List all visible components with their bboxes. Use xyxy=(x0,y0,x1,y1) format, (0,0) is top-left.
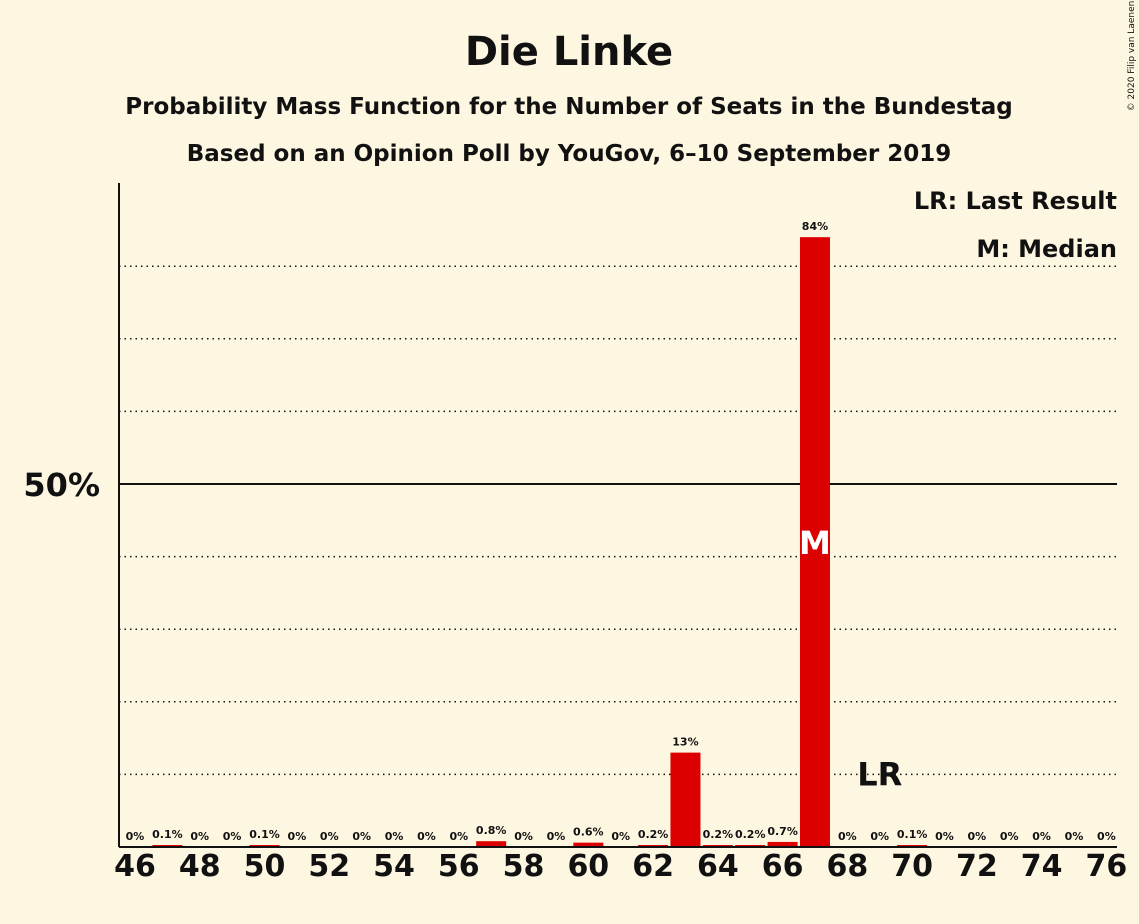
data-label-seat-50: 0.1% xyxy=(249,828,280,841)
data-label-seat-76: 0% xyxy=(1097,830,1116,843)
data-label-seat-61: 0% xyxy=(611,830,630,843)
data-label-seat-60: 0.6% xyxy=(573,826,604,839)
x-tick-56: 56 xyxy=(438,849,480,884)
x-tick-46: 46 xyxy=(114,849,156,884)
x-tick-50: 50 xyxy=(244,849,286,884)
x-tick-70: 70 xyxy=(891,849,933,884)
data-label-seat-52: 0% xyxy=(320,830,339,843)
bar-seat-66 xyxy=(767,841,798,847)
data-label-seat-53: 0% xyxy=(352,830,371,843)
data-label-seat-48: 0% xyxy=(190,830,209,843)
y-tick-50: 50% xyxy=(23,466,100,504)
data-label-seat-51: 0% xyxy=(288,830,307,843)
data-label-seat-67: 84% xyxy=(802,220,828,233)
data-label-seat-74: 0% xyxy=(1032,830,1051,843)
x-tick-62: 62 xyxy=(632,849,674,884)
chart-subtitle-1: Probability Mass Function for the Number… xyxy=(125,94,1012,120)
bar-seat-67 xyxy=(799,237,830,847)
data-label-seat-56: 0% xyxy=(449,830,468,843)
x-tick-66: 66 xyxy=(762,849,804,884)
data-label-seat-62: 0.2% xyxy=(638,828,669,841)
x-tick-52: 52 xyxy=(308,849,350,884)
data-label-seat-54: 0% xyxy=(385,830,404,843)
legend-last-result: LR: Last Result xyxy=(914,187,1117,215)
data-label-seat-66: 0.7% xyxy=(767,825,798,838)
chart-title: Die Linke xyxy=(465,29,673,75)
axes xyxy=(118,183,1117,848)
bar-seat-63 xyxy=(670,752,701,847)
data-label-seat-58: 0% xyxy=(514,830,533,843)
copyright-text: © 2020 Filip van Laenen xyxy=(1127,1,1137,112)
chart-subtitle-2: Based on an Opinion Poll by YouGov, 6–10… xyxy=(187,141,952,167)
x-tick-48: 48 xyxy=(179,849,221,884)
x-tick-60: 60 xyxy=(567,849,609,884)
data-label-seat-55: 0% xyxy=(417,830,436,843)
x-tick-72: 72 xyxy=(956,849,998,884)
x-tick-58: 58 xyxy=(503,849,545,884)
x-tick-74: 74 xyxy=(1021,849,1063,884)
x-tick-68: 68 xyxy=(826,849,868,884)
data-labels: 0% 0.1% 0% 0% 0.1% 0% 0% 0% 0% 0% 0% 0.8% 0% 0% 0.6% 0%… xyxy=(126,220,1116,843)
y-tick-labels: 50% xyxy=(23,466,100,504)
x-tick-76: 76 xyxy=(1086,849,1128,884)
bar-seat-60 xyxy=(573,842,604,847)
x-tick-54: 54 xyxy=(373,849,415,884)
data-label-seat-70: 0.1% xyxy=(897,828,928,841)
data-label-seat-65: 0.2% xyxy=(735,828,766,841)
data-label-seat-71: 0% xyxy=(935,830,954,843)
data-label-seat-75: 0% xyxy=(1065,830,1084,843)
data-label-seat-49: 0% xyxy=(223,830,242,843)
data-label-seat-68: 0% xyxy=(838,830,857,843)
x-tick-labels: 46 48 50 52 54 56 58 60 62 64 66 68 70 72 74 76 xyxy=(114,849,1127,884)
bar-seat-57 xyxy=(476,841,507,847)
legend-median: M: Median xyxy=(976,235,1117,263)
median-marker: M xyxy=(799,524,831,562)
data-label-seat-63: 13% xyxy=(672,736,698,749)
bars xyxy=(152,237,928,847)
data-label-seat-57: 0.8% xyxy=(476,824,507,837)
gridlines xyxy=(119,265,1117,776)
data-label-seat-73: 0% xyxy=(1000,830,1019,843)
last-result-marker: LR xyxy=(857,755,902,793)
data-label-seat-72: 0% xyxy=(968,830,987,843)
data-label-seat-46: 0% xyxy=(126,830,145,843)
markers: M LR xyxy=(799,524,902,793)
data-label-seat-59: 0% xyxy=(547,830,566,843)
x-tick-64: 64 xyxy=(697,849,739,884)
data-label-seat-69: 0% xyxy=(870,830,889,843)
data-label-seat-64: 0.2% xyxy=(703,828,734,841)
data-label-seat-47: 0.1% xyxy=(152,828,183,841)
